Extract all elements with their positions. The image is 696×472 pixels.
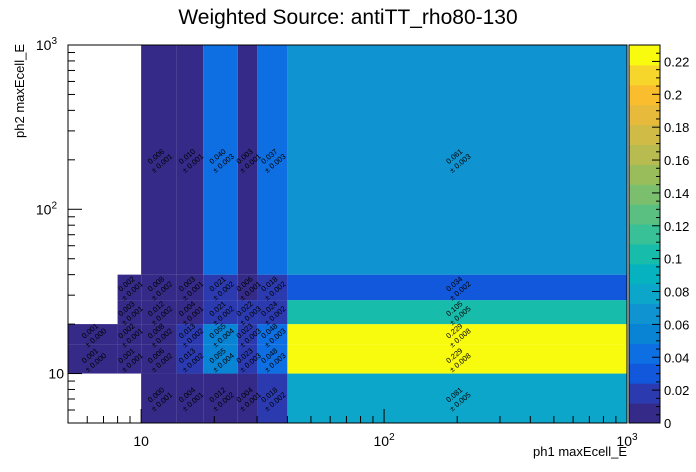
colorbar-segment: [629, 243, 660, 265]
heatmap-cell: [203, 373, 238, 423]
colorbar-segment: [629, 45, 660, 66]
heatmap-cell: [176, 300, 204, 325]
heatmap-cell: [203, 344, 238, 374]
colorbar-tick-label: 0.12: [664, 219, 689, 234]
heatmap-cells: [68, 45, 627, 423]
y-tick-label: 10: [48, 366, 64, 382]
y-tick-label: 103: [36, 36, 58, 53]
colorbar-tick-label: 0.1: [664, 252, 682, 267]
heatmap-cell: [257, 324, 288, 345]
colorbar-segment: [629, 363, 660, 384]
heatmap-cell: [203, 274, 238, 301]
colorbar-segment: [629, 104, 660, 126]
heatmap-cell: [237, 45, 258, 275]
heatmap-cell: [203, 324, 238, 345]
heatmap-cell: [176, 324, 204, 345]
heatmap-cell: [117, 274, 142, 301]
heatmap-cell: [287, 373, 627, 423]
x-tick-exponent: 3: [632, 432, 638, 443]
heatmap-cell: [203, 300, 238, 325]
colorbar-segment: [629, 383, 660, 404]
colorbar-segment: [629, 164, 660, 185]
heatmap-cell: [257, 373, 288, 423]
y-axis-label: ph2 maxEcell_E: [12, 44, 27, 138]
colorbar-tick-label: 0.16: [664, 153, 689, 168]
heatmap-cell: [287, 324, 627, 345]
colorbar-segment: [629, 303, 660, 325]
heatmap-cell: [237, 300, 258, 325]
heatmap-cell: [117, 324, 142, 345]
heatmap-cell: [257, 300, 288, 325]
heatmap-cell: [176, 274, 204, 301]
colorbar-tick-label: 0.2: [664, 87, 682, 102]
colorbar-segment: [629, 343, 660, 364]
colorbar-tick-label: 0.06: [664, 317, 689, 332]
heatmap-cell: [176, 373, 204, 423]
colorbar-segment: [629, 64, 660, 86]
heatmap-cell: [176, 45, 204, 275]
heatmap-cell: [141, 300, 177, 325]
heatmap-cell: [117, 344, 142, 374]
colorbar-segment: [629, 263, 660, 285]
heatmap-cell: [257, 45, 288, 275]
colorbar-tick-label: 0.14: [664, 186, 689, 201]
heatmap-cell: [237, 324, 258, 345]
heatmap-cell: [257, 274, 288, 301]
y-tick-label: 102: [36, 200, 58, 217]
heatmap-cell: [287, 45, 627, 275]
heatmap-cell: [237, 373, 258, 423]
heatmap-cell: [141, 45, 177, 275]
colorbar-tick-label: 0.18: [664, 120, 689, 135]
colorbar-tick-label: 0.02: [664, 383, 689, 398]
colorbar-segment: [629, 124, 660, 145]
x-tick-exponent: 2: [389, 432, 395, 443]
colorbar-tick-label: 0: [664, 416, 671, 431]
heatmap-cell: [237, 274, 258, 301]
plot-frame: [67, 44, 628, 424]
colorbar-tick-label: 0.22: [664, 54, 689, 69]
colorbar-segment: [629, 184, 660, 205]
chart-title: Weighted Source: antiTT_rho80-130: [178, 6, 517, 29]
colorbar-segment: [629, 84, 660, 106]
colorbar-segment: [629, 224, 660, 245]
y-tick-exponent: 2: [51, 200, 57, 211]
heatmap-cell: [257, 344, 288, 374]
heatmap-cell: [141, 344, 177, 374]
colorbar-tick-label: 0.08: [664, 285, 689, 300]
heatmap-cell: [203, 45, 238, 275]
y-tick-exponent: 3: [51, 36, 57, 47]
colorbar-segment: [629, 323, 660, 344]
colorbar-segment: [629, 144, 660, 165]
colorbar-segment: [629, 283, 660, 305]
heatmap-cell: [287, 274, 627, 301]
colorbar-segment: [629, 403, 660, 424]
x-tick-label: 102: [373, 432, 395, 449]
heatmap-cell: [287, 300, 627, 325]
heatmap-cell: [141, 373, 177, 423]
heatmap-cell: [141, 324, 177, 345]
heatmap-cell: [176, 344, 204, 374]
x-axis-label: ph1 maxEcell_E: [533, 444, 627, 459]
x-tick-label: 10: [133, 433, 149, 449]
heatmap-cell: [117, 300, 142, 325]
colorbar-segment: [629, 204, 660, 225]
heatmap-cell: [68, 324, 118, 345]
heatmap-cell: [141, 274, 177, 301]
colorbar: 0 0.02 0.04 0.06 0.08 0.1 0.12 0.14 0.16 0.18 0.2 0…: [628, 44, 689, 431]
heatmap-cell: [68, 344, 118, 374]
heatmap-cell: [237, 344, 258, 374]
colorbar-tick-label: 0.04: [664, 350, 689, 365]
heatmap-cell: [287, 344, 627, 374]
